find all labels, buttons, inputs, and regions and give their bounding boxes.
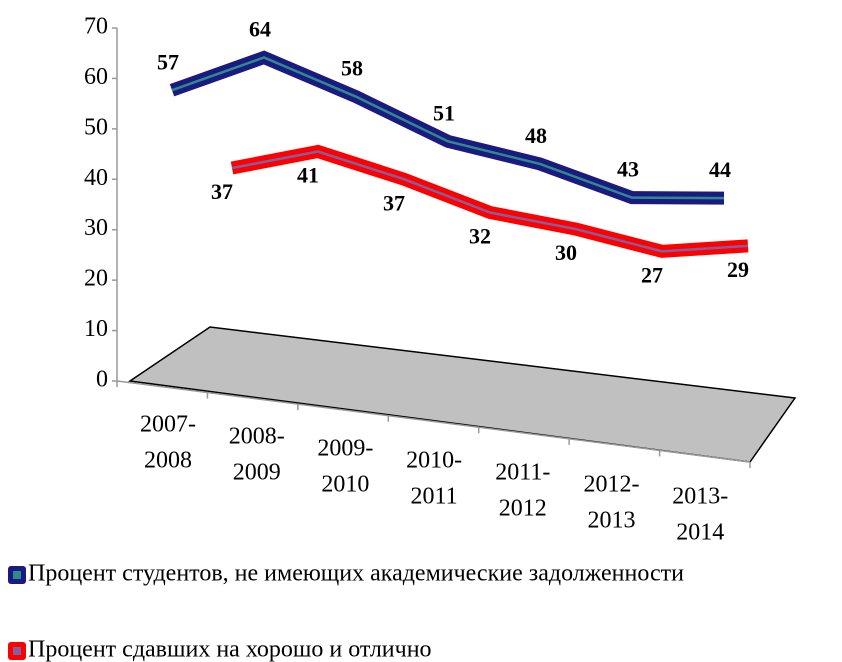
legend-swatch-inner — [13, 571, 21, 579]
y-tick-label: 10 — [84, 316, 108, 342]
series-line-inner — [171, 56, 725, 200]
x-axis — [116, 380, 751, 463]
data-label: 57 — [157, 49, 179, 74]
data-label: 37 — [211, 179, 233, 204]
x-tick-label: 2009 — [233, 460, 281, 486]
data-label: 58 — [341, 56, 363, 81]
y-tick-label: 60 — [84, 64, 108, 90]
legend-label: Процент сдавших на хорошо и отлично — [28, 637, 432, 662]
x-tick-label: 2009- — [317, 436, 373, 462]
data-label: 32 — [469, 224, 491, 249]
data-label: 29 — [727, 257, 749, 282]
x-tick-label: 2011- — [495, 460, 550, 486]
x-tick-label: 2011 — [411, 484, 458, 510]
data-label: 43 — [617, 157, 639, 182]
series-line — [169, 50, 725, 205]
x-tick-label: 2013 — [588, 508, 636, 534]
x-tick-label: 2013- — [672, 484, 728, 510]
data-label: 30 — [555, 240, 577, 265]
x-tick-label: 2012- — [584, 472, 640, 498]
data-label: 27 — [641, 262, 663, 287]
y-tick-label: 70 — [84, 14, 108, 40]
y-tick-label: 30 — [84, 215, 108, 241]
legend-label: Процент студентов, не имеющих академичес… — [28, 561, 684, 587]
data-label: 48 — [525, 123, 547, 148]
data-label: 44 — [709, 157, 731, 182]
y-tick-label: 40 — [84, 165, 108, 191]
x-tick-label: 2010- — [406, 448, 462, 474]
x-tick-label: 2014 — [676, 520, 724, 546]
x-tick-label: 2007- — [140, 412, 196, 438]
data-label: 64 — [249, 17, 271, 42]
x-tick-label: 2008- — [229, 424, 285, 450]
x-tick-label: 2010 — [321, 472, 369, 498]
y-tick-label: 50 — [84, 114, 108, 140]
legend-swatch-inner — [13, 647, 21, 655]
y-tick-label: 0 — [96, 367, 108, 393]
data-label: 41 — [297, 163, 319, 188]
x-tick-label: 2008 — [144, 448, 192, 474]
y-tick-label: 20 — [84, 266, 108, 292]
data-label: 37 — [383, 190, 405, 215]
series-line-inner — [231, 150, 749, 253]
x-tick-label: 2012 — [499, 496, 547, 522]
data-label: 51 — [433, 100, 455, 125]
